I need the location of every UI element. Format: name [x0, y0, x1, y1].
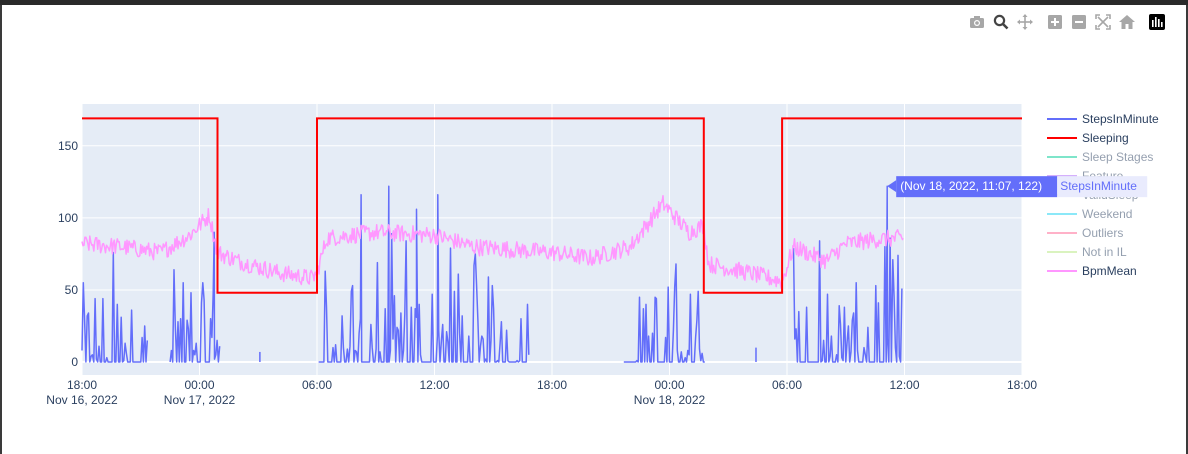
legend-item[interactable]: BpmMean [1047, 264, 1137, 278]
pan-icon[interactable] [1016, 13, 1034, 31]
modebar [968, 12, 1172, 32]
hover-pointer [887, 180, 897, 193]
legend-item[interactable]: Sleeping [1047, 131, 1129, 145]
series-layer [81, 117, 1022, 363]
camera-icon[interactable] [968, 13, 986, 31]
x-tick-date-label: Nov 16, 2022 [46, 393, 118, 407]
legend-label: Sleeping [1082, 131, 1129, 145]
plotly-logo-icon[interactable] [1148, 13, 1166, 31]
y-gridlines [82, 145, 1022, 364]
y-tick-label: 150 [58, 139, 78, 153]
x-tick-label: 00:00 [184, 378, 214, 392]
x-tick-label: 00:00 [654, 378, 684, 392]
legend-label: StepsInMinute [1082, 112, 1159, 126]
series-bpmmean-line[interactable] [81, 195, 904, 289]
x-tick-label: 18:00 [1007, 378, 1037, 392]
legend-label: Not in IL [1082, 245, 1127, 259]
autoscale-icon[interactable] [1094, 13, 1112, 31]
zoom-out-icon[interactable] [1070, 13, 1088, 31]
legend-item[interactable]: Sleep Stages [1047, 150, 1153, 164]
series-stepsinminute-line[interactable] [81, 185, 903, 363]
legend-item[interactable]: Weekend [1047, 207, 1132, 221]
x-tick-label: 06:00 [302, 378, 332, 392]
frame-right-border [1186, 5, 1188, 454]
hover-value-text: (Nov 18, 2022, 11:07, 122) [900, 179, 1042, 193]
zoom-icon[interactable] [992, 13, 1010, 31]
legend-item[interactable]: Not in IL [1047, 245, 1127, 259]
y-tick-labels: 0 50 100 150 [58, 139, 78, 369]
legend-label: Weekend [1082, 207, 1132, 221]
x-tick-label: 18:00 [537, 378, 567, 392]
reset-axes-icon[interactable] [1118, 13, 1136, 31]
hover-name-box [1057, 176, 1148, 198]
x-tick-date-label: Nov 17, 2022 [164, 393, 236, 407]
hover-series-name: StepsInMinute [1060, 179, 1137, 193]
zoom-in-icon[interactable] [1046, 13, 1064, 31]
legend-label: BpmMean [1082, 264, 1137, 278]
x-tick-label: 12:00 [419, 378, 449, 392]
legend-label: Sleep Stages [1082, 150, 1153, 164]
x-tick-date-label: Nov 18, 2022 [634, 393, 706, 407]
window-top-border [0, 0, 1188, 5]
series-sleeping-line[interactable] [82, 117, 1022, 294]
hover-tooltip: (Nov 18, 2022, 11:07, 122) StepsInMinute [887, 176, 1148, 198]
legend-label: Outliers [1082, 226, 1123, 240]
x-tick-label: 18:00 [67, 378, 97, 392]
legend-item[interactable]: StepsInMinute [1047, 112, 1159, 126]
legend-item[interactable]: Outliers [1047, 226, 1123, 240]
x-tick-label: 06:00 [772, 378, 802, 392]
y-tick-label: 50 [65, 283, 79, 297]
x-tick-label: 12:00 [889, 378, 919, 392]
hover-value-box [896, 176, 1058, 198]
y-tick-label: 0 [71, 355, 78, 369]
y-tick-label: 100 [58, 211, 78, 225]
frame-left-border [0, 5, 2, 454]
